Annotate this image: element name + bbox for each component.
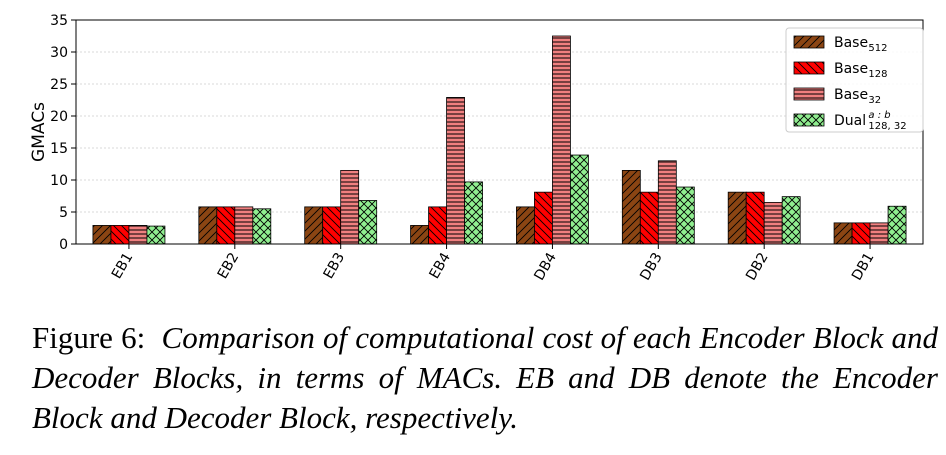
- bar: [570, 154, 589, 245]
- bar: [234, 206, 254, 245]
- bar: [516, 206, 535, 245]
- bar: [534, 191, 553, 245]
- y-tick-label: 30: [50, 45, 68, 61]
- legend-subscript: 128, 32: [868, 121, 906, 132]
- legend-name: Base: [834, 35, 868, 51]
- bar: [657, 160, 677, 245]
- bar: [621, 169, 641, 245]
- plot-frame: [75, 19, 924, 245]
- bar: [887, 205, 907, 245]
- legend-superscript: a : b: [868, 110, 890, 121]
- bar: [358, 200, 378, 245]
- y-tick-label: 15: [50, 141, 68, 157]
- x-tick-label: EB2: [215, 250, 243, 282]
- y-tick-label: 20: [50, 109, 68, 125]
- legend-swatch: [793, 113, 825, 127]
- bar: [92, 225, 112, 245]
- bar: [340, 169, 360, 245]
- legend-label: Base: [834, 61, 868, 77]
- bar: [727, 191, 747, 245]
- bar: [428, 206, 447, 245]
- legend-swatch: [793, 61, 825, 75]
- legend-name: Base: [834, 61, 868, 77]
- legend-swatch: [793, 87, 825, 101]
- caption: Figure 6: Comparison of computational co…: [32, 318, 938, 438]
- x-tick-label: DB3: [637, 250, 666, 283]
- bar: [410, 225, 429, 245]
- bar: [252, 208, 272, 245]
- bar: [833, 222, 853, 245]
- bar: [146, 225, 166, 245]
- x-tick-label: DB1: [849, 250, 878, 283]
- legend-subscript: 128: [868, 69, 887, 80]
- y-tick-label: 35: [50, 13, 68, 29]
- bar: [198, 206, 218, 245]
- bar: [781, 196, 801, 245]
- legend-label: Base: [834, 87, 868, 103]
- legend-name: Dual: [834, 113, 866, 129]
- caption-text: Comparison of computational cost of each…: [32, 320, 938, 435]
- x-tick-label: DB4: [531, 250, 560, 283]
- bar: [128, 225, 148, 245]
- bar: [639, 191, 659, 245]
- legend-label: Dual: [834, 113, 866, 129]
- bar: [869, 222, 889, 245]
- bar: [304, 206, 324, 245]
- y-tick-label: 25: [50, 77, 68, 93]
- legend-subscript: 512: [868, 43, 887, 54]
- y-axis-label: GMACs: [29, 102, 49, 162]
- caption-label: Figure 6:: [32, 320, 146, 355]
- bar: [675, 186, 695, 245]
- bar: [851, 222, 871, 245]
- legend-name: Base: [834, 87, 868, 103]
- y-tick-label: 5: [59, 205, 68, 221]
- x-tick-label: EB3: [321, 250, 349, 282]
- bar: [464, 181, 483, 245]
- legend-box: [785, 27, 924, 133]
- chart: GMACs 0 5 10 15 20 25 30 35 EB1 EB2 EB3 EB4 DB4 DB3 DB…: [29, 13, 924, 283]
- legend-swatch: [793, 35, 825, 49]
- bar: [110, 225, 130, 245]
- bar: [216, 206, 236, 245]
- bar: [763, 201, 783, 245]
- y-tick-label: 10: [50, 173, 68, 189]
- y-tick-label: 0: [59, 237, 68, 253]
- bar: [446, 97, 465, 245]
- legend-label: Base: [834, 35, 868, 51]
- x-tick-label: DB2: [743, 250, 772, 283]
- bar: [552, 35, 571, 245]
- bar: [745, 191, 765, 245]
- x-tick-label: EB1: [109, 250, 137, 282]
- x-tick-label: EB4: [426, 250, 454, 282]
- legend-subscript: 32: [868, 95, 881, 106]
- bar: [322, 206, 342, 245]
